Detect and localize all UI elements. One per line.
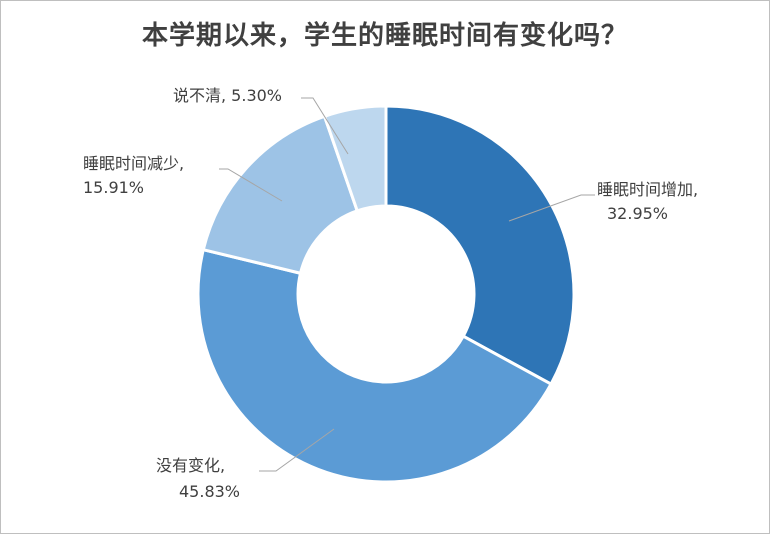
leader-line <box>301 97 349 155</box>
donut-slice <box>384 104 576 387</box>
donut-slice <box>322 104 388 213</box>
data-label-value: 32.95% <box>607 204 668 223</box>
leader-line <box>508 194 595 222</box>
data-label-category: 说不清, 5.30% <box>173 86 282 105</box>
data-label-category: 没有变化, <box>156 456 225 475</box>
leader-line <box>259 428 335 472</box>
donut-slice <box>201 114 360 276</box>
data-label-category: 睡眠时间增加, <box>597 180 698 199</box>
leader-line <box>219 168 283 202</box>
donut-slice <box>196 247 554 484</box>
data-label-value: 45.83% <box>179 482 240 501</box>
chart-title: 本学期以来，学生的睡眠时间有变化吗？ <box>141 21 628 51</box>
data-label-category: 睡眠时间减少, <box>83 154 184 173</box>
data-label-value: 15.91% <box>83 178 144 197</box>
